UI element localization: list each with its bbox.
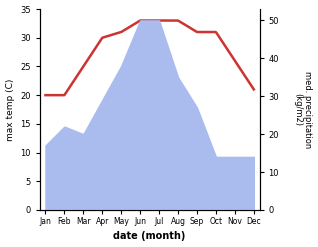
X-axis label: date (month): date (month)	[114, 231, 186, 242]
Y-axis label: max temp (C): max temp (C)	[5, 78, 15, 141]
Y-axis label: med. precipitation
(kg/m2): med. precipitation (kg/m2)	[293, 71, 313, 148]
